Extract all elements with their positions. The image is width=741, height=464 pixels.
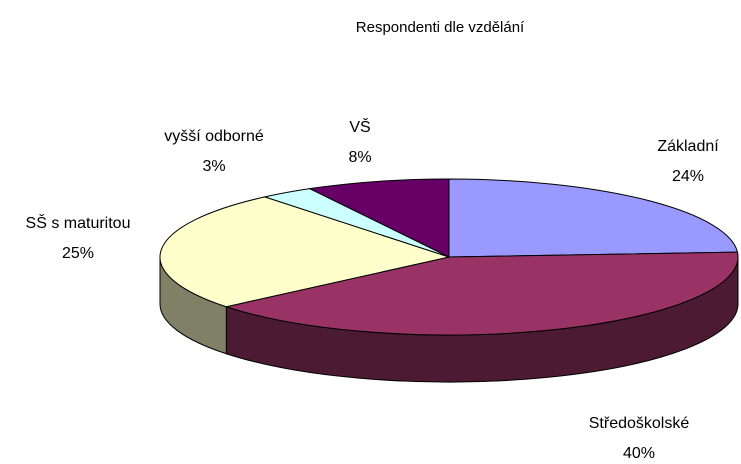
slice-value-label: 3% <box>202 158 225 175</box>
slice-label: SŠ s maturitou <box>26 213 131 232</box>
slice-label: VŠ <box>349 117 370 136</box>
slice-value-label: 8% <box>348 149 371 166</box>
slice-label: Základní <box>657 138 719 155</box>
slice-label: vyšší odborné <box>164 128 264 145</box>
pie-slice <box>159 196 451 308</box>
pie-slice <box>448 178 739 258</box>
chart-title: Respondenti dle vzdělání <box>356 19 525 36</box>
slice-value-label: 25% <box>62 245 94 262</box>
pie-slice <box>224 251 739 336</box>
slice-value-label: 40% <box>623 445 655 462</box>
slice-value-label: 24% <box>672 168 704 185</box>
pie-slice <box>308 178 450 258</box>
slice-label: Středoškolské <box>589 415 690 432</box>
